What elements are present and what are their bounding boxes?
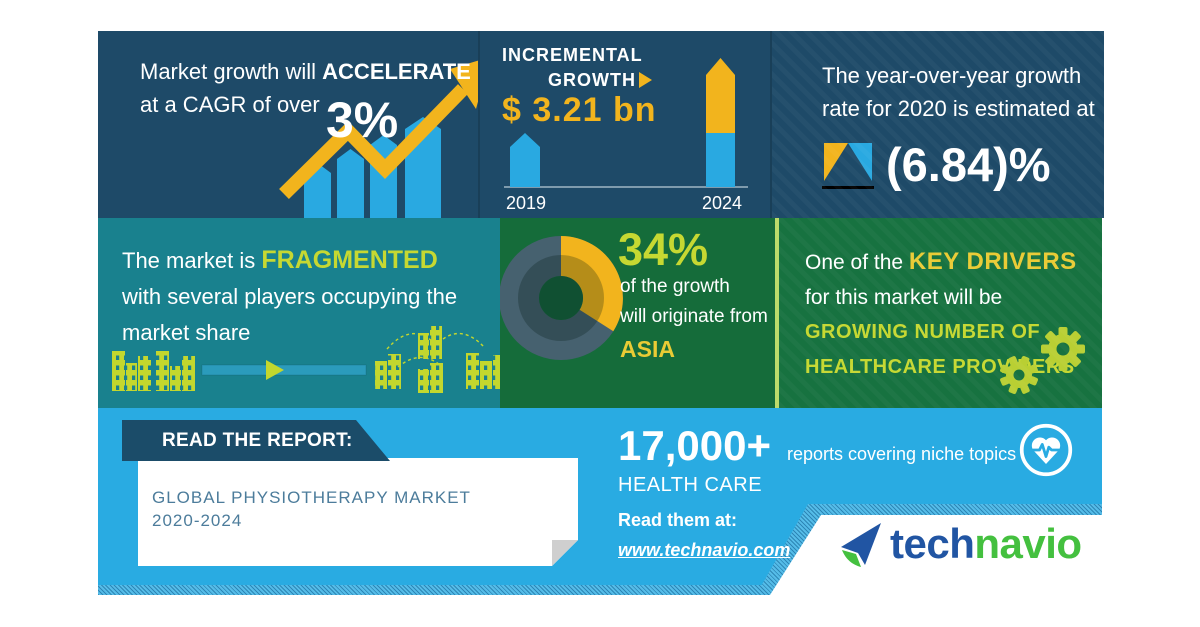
fragmented-keyword: FRAGMENTED	[261, 246, 438, 274]
panel-divider	[775, 218, 779, 408]
fragmented-line1: The market is	[122, 248, 262, 273]
yoy-value: (6.84)%	[886, 138, 1051, 191]
promo-block: 17,000+ reports covering niche topics HE…	[618, 422, 1016, 561]
drivers-line1: One of the	[805, 251, 909, 274]
bar-label-2019: 2019	[506, 193, 546, 213]
category-label: HEALTH CARE	[618, 474, 763, 496]
panel-key-drivers: One of the KEY DRIVERS for this market w…	[779, 218, 1102, 408]
decline-triangle-icon	[822, 143, 874, 189]
read-report-banner: READ THE REPORT:	[122, 420, 390, 461]
gears-icon	[1000, 327, 1085, 394]
panel-asia-growth: 34% of the growth will originate from AS…	[500, 218, 775, 408]
yoy-line2: rate for 2020 is estimated at	[822, 96, 1095, 121]
cagr-line1: Market growth will	[140, 59, 323, 84]
drivers-line3: GROWING NUMBER OF	[805, 321, 1041, 343]
cta-label: Read them at:	[618, 510, 738, 530]
cagr-statement: Market growth will ACCELERATE at a CAGR …	[140, 55, 471, 121]
right-triangle-icon	[638, 72, 652, 88]
city-buildings-icon	[112, 326, 500, 393]
technavio-wordmark: technavio	[890, 520, 1082, 568]
bar-label-2024: 2024	[702, 193, 742, 213]
row-top: Market growth will ACCELERATE at a CAGR …	[98, 31, 1104, 218]
incremental-label-line1: INCREMENTAL	[502, 45, 643, 65]
fragmented-line3: market share	[122, 320, 251, 345]
trend-bars-arrow-icon	[279, 60, 478, 218]
heart-pulse-icon	[1019, 423, 1073, 477]
card-corner-fold-icon	[552, 540, 578, 566]
panel-incremental-growth: INCREMENTAL GROWTH $ 3.21 bn 2019 2024	[478, 31, 772, 218]
infographic-canvas: Market growth will ACCELERATE at a CAGR …	[98, 31, 1104, 595]
brand-white-area	[770, 515, 1102, 595]
drivers-keyword: KEY DRIVERS	[908, 248, 1077, 275]
report-count: 17,000+	[618, 422, 771, 469]
hatch-border-bottom	[98, 585, 1102, 595]
panel-fragmented: The market is FRAGMENTED with several pl…	[98, 218, 500, 408]
report-title: GLOBAL PHYSIOTHERAPY MARKET 2020-2024	[152, 486, 471, 532]
cagr-line2: at a CAGR of over	[140, 92, 320, 117]
play-triangle-icon	[266, 360, 284, 380]
asia-line2: will originate from	[620, 306, 768, 327]
logo-part-navio: navio	[974, 520, 1082, 567]
yoy-value-row: (6.84)%	[822, 137, 1051, 192]
donut-chart	[500, 236, 623, 360]
cagr-keyword: ACCELERATE	[322, 59, 471, 84]
fragmented-statement: The market is FRAGMENTED with several pl…	[122, 242, 457, 351]
report-title-line1: GLOBAL PHYSIOTHERAPY MARKET	[152, 488, 471, 507]
asia-region-label: ASIA	[620, 336, 675, 362]
website-link[interactable]: www.technavio.com	[618, 540, 791, 560]
row-middle: The market is FRAGMENTED with several pl…	[98, 218, 1102, 408]
fragmented-line2: with several players occupying the	[122, 284, 458, 309]
incremental-bar-chart: 2019 2024	[504, 58, 748, 213]
yoy-line1: The year-over-year growth	[822, 63, 1082, 88]
logo-part-tech: tech	[890, 520, 975, 567]
cagr-value: 3%	[326, 92, 399, 148]
incremental-label-line2: GROWTH	[548, 70, 652, 91]
report-card[interactable]: GLOBAL PHYSIOTHERAPY MARKET 2020-2024	[138, 458, 578, 566]
incremental-value: $ 3.21 bn	[502, 91, 657, 129]
technavio-logo[interactable]: technavio	[838, 520, 1082, 568]
panel-cagr: Market growth will ACCELERATE at a CAGR …	[98, 31, 478, 218]
report-title-line2: 2020-2024	[152, 511, 243, 530]
report-count-caption: reports covering niche topics	[787, 444, 1017, 464]
drivers-line2: for this market will be	[805, 286, 1003, 309]
asia-line1: of the growth	[620, 276, 730, 297]
yoy-statement: The year-over-year growth rate for 2020 …	[822, 59, 1095, 125]
paper-plane-arrow-icon	[841, 523, 881, 567]
row-bottom: READ THE REPORT: GLOBAL PHYSIOTHERAPY MA…	[98, 408, 1102, 595]
asia-share-value: 34%	[618, 224, 709, 275]
panel-yoy-growth: The year-over-year growth rate for 2020 …	[770, 31, 1104, 218]
